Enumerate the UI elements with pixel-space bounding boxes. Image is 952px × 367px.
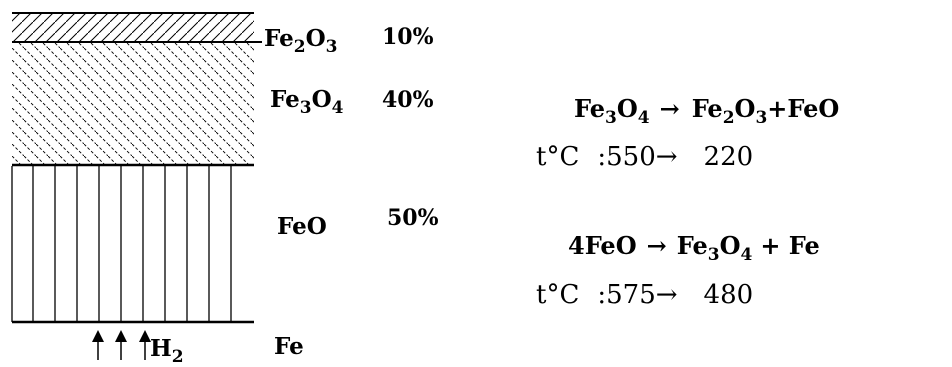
- reaction-1: Fe3O4 → Fe2O3+FeO: [574, 94, 839, 128]
- feo-layer: [11, 166, 232, 322]
- temperature-1: t°C:550→ 220: [536, 142, 753, 172]
- h2-label: H2: [150, 335, 184, 363]
- hydrogen-arrows: [92, 330, 151, 360]
- label-fe3o4: Fe3O4: [270, 86, 344, 118]
- label-fe: Fe: [274, 333, 304, 360]
- reaction-2: 4FeO → Fe3O4 + Fe: [568, 231, 820, 265]
- label-fe2o3: Fe2O3: [264, 25, 337, 57]
- fe2o3-layer: [12, 14, 254, 41]
- percent-fe3o4: 40%: [382, 87, 434, 113]
- fe3o4-layer: [12, 42, 254, 164]
- temperature-2: t°C:575→ 480: [536, 280, 753, 310]
- percent-fe2o3: 10%: [382, 24, 434, 50]
- percent-feo: 50%: [387, 205, 439, 231]
- label-feo: FeO: [277, 213, 327, 240]
